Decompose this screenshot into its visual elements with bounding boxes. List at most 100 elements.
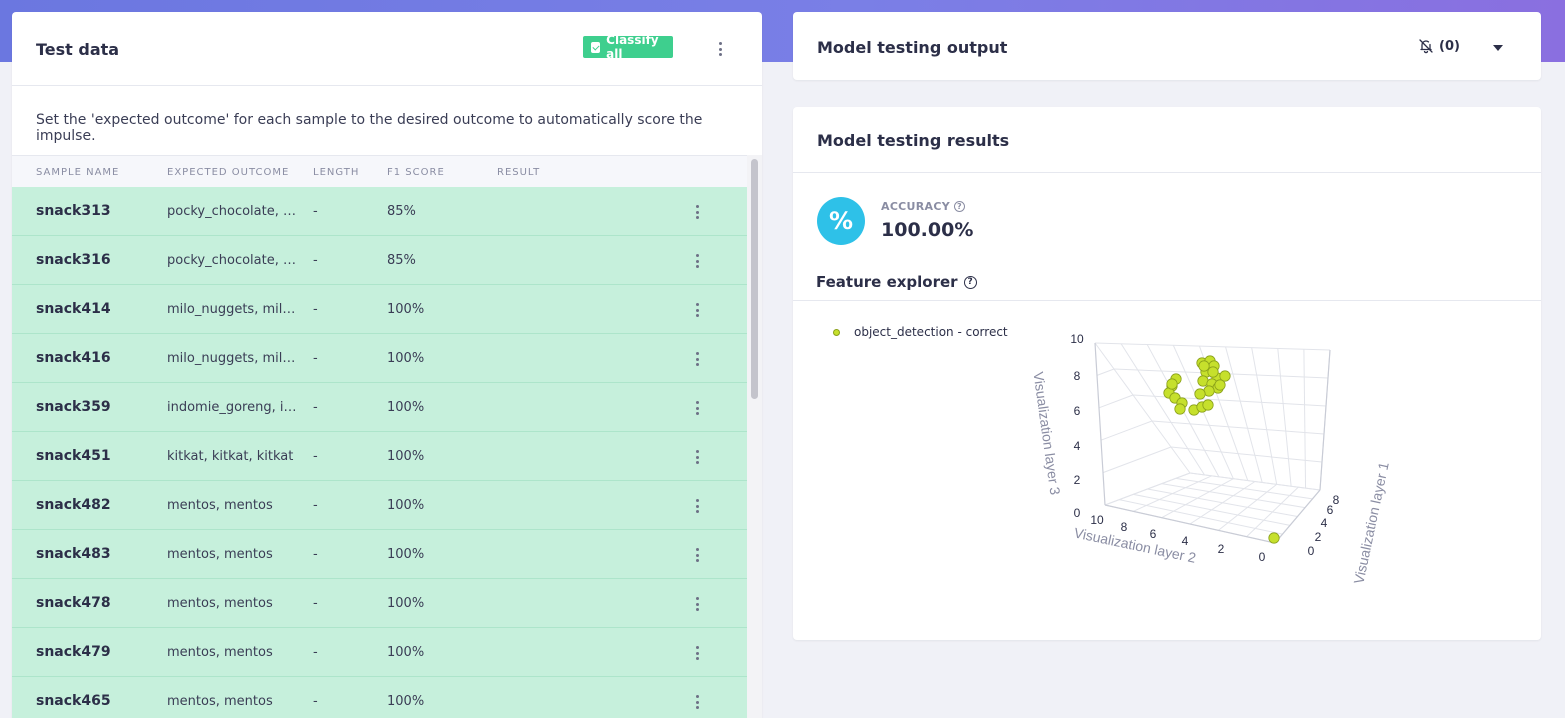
table-row[interactable]: snack416 milo_nuggets, milo_... - 100% <box>12 334 747 383</box>
classify-all-button[interactable]: Classify all <box>583 33 673 61</box>
axis-line <box>1104 504 1276 544</box>
table-row[interactable]: snack478 mentos, mentos - 100% <box>12 579 747 628</box>
column-f1-score[interactable]: F1 SCORE <box>387 167 445 178</box>
table-scrollbar[interactable] <box>747 155 762 718</box>
column-expected-outcome[interactable]: EXPECTED OUTCOME <box>167 167 290 178</box>
scrollbar-thumb[interactable] <box>751 159 758 399</box>
column-length[interactable]: LENGTH <box>313 167 360 178</box>
checklist-icon <box>591 41 601 53</box>
expected-outcome: mentos, mentos <box>167 645 273 660</box>
sample-name[interactable]: snack483 <box>36 546 111 562</box>
row-options-icon[interactable] <box>695 646 699 660</box>
y-tick-label: 0 <box>1259 550 1266 564</box>
sample-length: - <box>313 645 318 660</box>
help-icon[interactable]: ? <box>963 275 977 289</box>
test-data-header: Test data Classify all <box>12 12 762 86</box>
legend-marker <box>833 328 840 336</box>
scatter-point <box>1198 360 1210 372</box>
chevron-down-icon[interactable] <box>1493 45 1503 51</box>
feature-explorer-title-row: Feature explorer ? <box>816 273 977 291</box>
scatter-point <box>1202 399 1214 411</box>
divider <box>793 300 1541 301</box>
model-testing-results-title: Model testing results <box>817 131 1010 150</box>
z-axis-title: Visualization layer 3 <box>1030 371 1063 496</box>
row-options-icon[interactable] <box>695 695 699 709</box>
row-options-icon[interactable] <box>695 499 699 513</box>
table-row[interactable]: snack483 mentos, mentos - 100% <box>12 530 747 579</box>
results-header: Model testing results <box>793 107 1541 173</box>
table-row[interactable]: snack465 mentos, mentos - 100% <box>12 677 747 718</box>
row-options-icon[interactable] <box>695 352 699 366</box>
model-testing-output-title: Model testing output <box>817 38 1008 57</box>
row-options-icon[interactable] <box>695 254 699 268</box>
row-options-icon[interactable] <box>695 205 699 219</box>
scatter-point <box>1268 532 1280 544</box>
notifications-toggle[interactable]: (0) <box>1418 38 1460 54</box>
table-header: SAMPLE NAME EXPECTED OUTCOME LENGTH F1 S… <box>12 155 747 187</box>
sample-length: - <box>313 547 318 562</box>
sample-name[interactable]: snack451 <box>36 448 111 464</box>
notification-count: (0) <box>1439 38 1460 54</box>
table-row[interactable]: snack482 mentos, mentos - 100% <box>12 481 747 530</box>
bell-off-icon <box>1419 39 1433 54</box>
sample-name[interactable]: snack313 <box>36 203 111 219</box>
grid-line <box>1102 446 1172 474</box>
sample-length: - <box>313 253 318 268</box>
sample-name[interactable]: snack478 <box>36 595 111 611</box>
chart-legend[interactable]: object_detection - correct <box>833 325 1008 339</box>
expected-outcome: pocky_chocolate, p... <box>167 253 297 268</box>
y-tick-label: 8 <box>1121 520 1128 534</box>
help-icon[interactable]: ? <box>954 201 966 212</box>
y-axis-title: Visualization layer 2 <box>1073 524 1198 566</box>
f1-score: 100% <box>387 596 425 611</box>
row-options-icon[interactable] <box>695 450 699 464</box>
table-row[interactable]: snack316 pocky_chocolate, p... - 85% <box>12 236 747 285</box>
column-sample-name[interactable]: SAMPLE NAME <box>36 167 120 178</box>
grid-line <box>1120 343 1205 476</box>
sample-length: - <box>313 498 318 513</box>
f1-score: 100% <box>387 400 425 415</box>
model-testing-results-panel: Model testing results % ACCURACY ? 100.0… <box>793 107 1541 640</box>
scatter-point <box>1194 388 1206 400</box>
z-tick-label: 8 <box>1074 369 1081 383</box>
sample-name[interactable]: snack482 <box>36 497 111 513</box>
row-options-icon[interactable] <box>695 548 699 562</box>
table-row[interactable]: snack414 milo_nuggets, milo_... - 100% <box>12 285 747 334</box>
sample-length: - <box>313 596 318 611</box>
model-testing-output-panel: Model testing output (0) <box>793 12 1541 80</box>
row-options-icon[interactable] <box>695 597 699 611</box>
table-row[interactable]: snack359 indomie_goreng, in... - 100% <box>12 383 747 432</box>
x-tick-label: 0 <box>1308 544 1315 558</box>
row-options-icon[interactable] <box>695 401 699 415</box>
sample-name[interactable]: snack479 <box>36 644 111 660</box>
x-tick-label: 6 <box>1327 503 1334 517</box>
scatter-point <box>1166 378 1178 390</box>
feature-explorer-title: Feature explorer <box>816 273 958 291</box>
more-options-icon[interactable] <box>718 42 722 56</box>
sample-length: - <box>313 694 318 709</box>
z-tick-label: 10 <box>1070 332 1084 346</box>
sample-name[interactable]: snack465 <box>36 693 111 709</box>
y-tick-label: 2 <box>1218 542 1225 556</box>
sample-name[interactable]: snack359 <box>36 399 111 415</box>
sample-name[interactable]: snack416 <box>36 350 111 366</box>
sample-name[interactable]: snack414 <box>36 301 111 317</box>
f1-score: 100% <box>387 694 425 709</box>
grid-line <box>1225 346 1263 483</box>
grid-line <box>1246 486 1299 538</box>
grid-line <box>1094 342 1331 351</box>
accuracy-label: ACCURACY <box>881 200 951 213</box>
grid-line <box>1189 481 1256 525</box>
f1-score: 100% <box>387 547 425 562</box>
axis-line <box>1094 342 1106 506</box>
sample-name[interactable]: snack316 <box>36 252 111 268</box>
grid-line <box>1096 368 1115 376</box>
percent-icon: % <box>817 197 865 245</box>
column-result[interactable]: RESULT <box>497 167 541 178</box>
table-row[interactable]: snack479 mentos, mentos - 100% <box>12 628 747 677</box>
row-options-icon[interactable] <box>695 303 699 317</box>
table-row[interactable]: snack313 pocky_chocolate, p... - 85% <box>12 187 747 236</box>
table-row[interactable]: snack451 kitkat, kitkat, kitkat - 100% <box>12 432 747 481</box>
axis-line <box>1319 349 1331 491</box>
